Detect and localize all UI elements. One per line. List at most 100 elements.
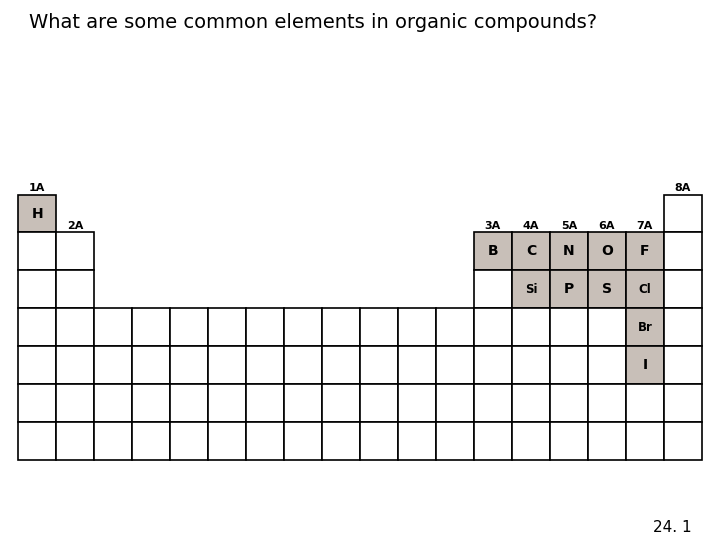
Bar (588, 384, 626, 422)
Bar (94, 422, 132, 461)
Text: O: O (601, 245, 613, 259)
Bar (474, 422, 512, 461)
Bar (132, 422, 170, 461)
Bar (626, 308, 664, 347)
Bar (246, 422, 284, 461)
Bar (512, 347, 550, 384)
Bar (588, 271, 626, 308)
Bar (170, 347, 208, 384)
Bar (360, 384, 398, 422)
Bar (512, 422, 550, 461)
Bar (588, 347, 626, 384)
Text: P: P (564, 282, 574, 296)
Text: 1A: 1A (29, 183, 45, 193)
Bar (18, 194, 56, 233)
Bar (588, 308, 626, 347)
Text: Si: Si (525, 283, 537, 296)
Bar (284, 347, 322, 384)
Text: H: H (32, 206, 43, 220)
Bar (664, 271, 702, 308)
Bar (550, 384, 588, 422)
Bar (284, 308, 322, 347)
Bar (208, 308, 246, 347)
Bar (56, 384, 94, 422)
Bar (360, 347, 398, 384)
Bar (550, 271, 588, 308)
Bar (664, 194, 702, 233)
Bar (512, 271, 550, 308)
Text: 2A: 2A (67, 221, 84, 231)
Bar (436, 384, 474, 422)
Bar (208, 384, 246, 422)
Bar (18, 308, 56, 347)
Bar (322, 384, 360, 422)
Text: 3A: 3A (485, 221, 501, 231)
Bar (626, 271, 664, 308)
Bar (56, 347, 94, 384)
Bar (360, 422, 398, 461)
Bar (512, 384, 550, 422)
Text: 5A: 5A (561, 221, 577, 231)
Bar (398, 347, 436, 384)
Bar (132, 308, 170, 347)
Bar (284, 384, 322, 422)
Bar (626, 384, 664, 422)
Bar (360, 308, 398, 347)
Bar (664, 233, 702, 271)
Text: N: N (563, 245, 575, 259)
Bar (246, 347, 284, 384)
Bar (284, 422, 322, 461)
Bar (18, 422, 56, 461)
Bar (474, 384, 512, 422)
Bar (474, 271, 512, 308)
Bar (474, 347, 512, 384)
Bar (132, 347, 170, 384)
Bar (550, 422, 588, 461)
Bar (436, 308, 474, 347)
Bar (322, 308, 360, 347)
Text: C: C (526, 245, 536, 259)
Bar (550, 233, 588, 271)
Bar (664, 347, 702, 384)
Text: Cl: Cl (639, 283, 651, 296)
Bar (56, 422, 94, 461)
Text: 4A: 4A (523, 221, 539, 231)
Bar (208, 422, 246, 461)
Text: 7A: 7A (636, 221, 653, 231)
Bar (94, 308, 132, 347)
Bar (18, 271, 56, 308)
Bar (94, 384, 132, 422)
Bar (18, 347, 56, 384)
Bar (170, 384, 208, 422)
Bar (398, 384, 436, 422)
Text: B: B (487, 245, 498, 259)
Text: What are some common elements in organic compounds?: What are some common elements in organic… (29, 14, 597, 32)
Bar (512, 308, 550, 347)
Bar (626, 347, 664, 384)
Bar (626, 233, 664, 271)
Bar (550, 347, 588, 384)
Bar (588, 233, 626, 271)
Bar (56, 308, 94, 347)
Bar (246, 384, 284, 422)
Bar (398, 422, 436, 461)
Bar (398, 308, 436, 347)
Text: 6A: 6A (598, 221, 615, 231)
Bar (132, 384, 170, 422)
Bar (56, 233, 94, 271)
Text: F: F (640, 245, 649, 259)
Bar (18, 233, 56, 271)
Bar (588, 422, 626, 461)
Bar (18, 384, 56, 422)
Bar (94, 347, 132, 384)
Bar (474, 233, 512, 271)
Bar (208, 347, 246, 384)
Bar (170, 422, 208, 461)
Bar (550, 308, 588, 347)
Bar (664, 308, 702, 347)
Text: I: I (642, 359, 647, 373)
Bar (664, 384, 702, 422)
Bar (246, 308, 284, 347)
Bar (322, 422, 360, 461)
Bar (322, 347, 360, 384)
